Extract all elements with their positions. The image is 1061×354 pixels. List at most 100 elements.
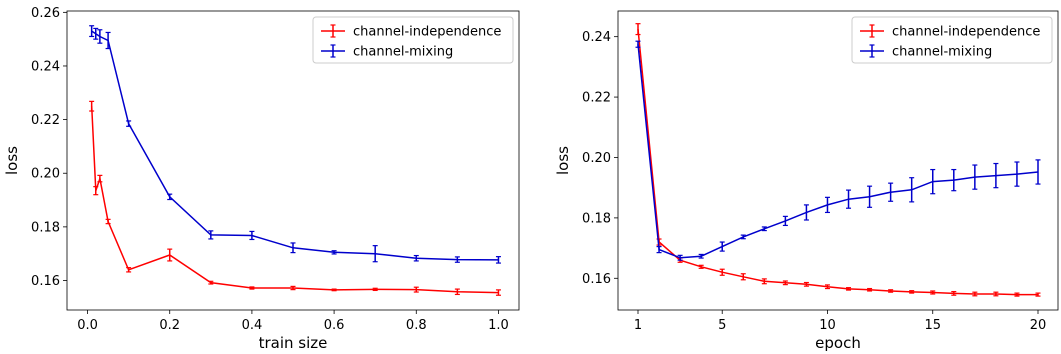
x-tick-label: 15 [924, 318, 941, 333]
error-bar [372, 245, 378, 263]
x-axis-label: train size [259, 334, 328, 352]
x-tick-label: 20 [1030, 318, 1047, 333]
y-tick-label: 0.26 [31, 6, 60, 21]
error-bar [993, 291, 999, 297]
error-bar [677, 254, 683, 261]
series-line-channel-independence [90, 106, 499, 294]
error-bar [719, 268, 725, 276]
error-bar [867, 287, 873, 292]
x-tick-label: 0.4 [242, 318, 263, 333]
x-tick-label: 0.6 [324, 318, 345, 333]
error-bar [888, 289, 894, 293]
legend-label: channel-independence [353, 25, 501, 40]
error-bar [1014, 292, 1020, 297]
error-bar [290, 285, 296, 291]
error-bar [761, 226, 767, 232]
error-bar [454, 256, 460, 263]
error-bar [89, 25, 95, 38]
x-tick-label: 0.8 [406, 318, 427, 333]
legend: channel-independence channel-mixing [312, 16, 514, 64]
y-tick-label: 0.16 [31, 274, 60, 289]
error-bar [888, 182, 894, 202]
x-tick-label: 0.2 [159, 318, 180, 333]
x-tick-label: 0.0 [77, 318, 98, 333]
y-tick-label: 0.18 [31, 220, 60, 235]
series-line-channel-mixing [637, 44, 1039, 259]
error-bar [167, 193, 173, 201]
error-bar [635, 23, 641, 36]
error-bar [454, 288, 460, 296]
x-tick-label: 10 [819, 318, 836, 333]
y-tick-label: 0.18 [582, 211, 611, 226]
error-bar [495, 256, 501, 264]
error-bar [126, 120, 132, 127]
chart-panel-train-size: 0.16 0.18 0.20 0.22 0.24 0.26 0.0 0.2 0.4 0.6 0.8 1… [3, 6, 520, 352]
error-bar [372, 287, 378, 292]
error-bar [249, 230, 255, 241]
legend-label: channel-mixing [892, 45, 992, 60]
error-bar [105, 31, 111, 50]
y-tick-label: 0.20 [31, 167, 60, 182]
error-bar [782, 280, 788, 286]
error-bar [331, 250, 337, 255]
error-bar [331, 288, 337, 292]
error-bar [290, 242, 296, 254]
error-bar [972, 164, 978, 190]
x-tick-label: 1 [634, 318, 642, 333]
error-bar [126, 267, 132, 273]
error-bar [930, 290, 936, 295]
error-bar [89, 100, 95, 112]
error-bar [495, 289, 501, 296]
error-bar [740, 273, 746, 281]
error-bar [208, 280, 214, 285]
error-bar [93, 186, 99, 196]
y-axis-label: loss [3, 146, 21, 175]
legend: channel-independence channel-mixing [851, 16, 1053, 64]
error-bar [803, 281, 809, 287]
legend-item: channel-independence [860, 24, 1040, 40]
error-bar [1035, 159, 1041, 185]
error-bar [249, 286, 255, 290]
legend-box [312, 16, 514, 64]
plot-frame [617, 10, 1059, 311]
chart-panel-epoch: 0.160.180.200.220.241 5 10 15 20epochlosscha… [554, 10, 1059, 352]
error-bar [167, 248, 173, 262]
error-bar [698, 253, 704, 259]
error-bar [909, 177, 915, 203]
error-bar [951, 290, 957, 296]
x-tick-label: 1.0 [488, 318, 509, 333]
error-bar [93, 27, 99, 40]
error-bar [97, 174, 103, 183]
legend-label: channel-mixing [353, 45, 453, 60]
error-bar [1035, 292, 1041, 297]
error-bar [846, 189, 852, 209]
y-tick-label: 0.22 [31, 113, 60, 128]
x-tick-label: 5 [718, 318, 726, 333]
error-bar [698, 264, 704, 269]
error-bar [413, 254, 419, 262]
error-bar [930, 168, 936, 195]
series-line-channel-mixing [91, 30, 499, 261]
error-bar [972, 291, 978, 297]
error-bar [656, 245, 662, 254]
y-axis-label: loss [554, 146, 572, 175]
plot-frame [66, 10, 520, 311]
error-bar [993, 162, 999, 189]
error-bar [761, 278, 767, 285]
error-bar [208, 230, 214, 240]
error-bar [846, 287, 852, 291]
error-bar [1014, 161, 1020, 187]
legend-box [851, 16, 1053, 64]
error-bar [867, 185, 873, 208]
error-bar [909, 290, 915, 294]
y-tick-label: 0.20 [582, 151, 611, 166]
error-bar [413, 286, 419, 293]
y-tick-label: 0.22 [582, 91, 611, 106]
error-bar [719, 241, 725, 252]
y-tick-label: 0.24 [31, 59, 60, 74]
legend-item: channel-mixing [321, 44, 453, 60]
x-axis-label: epoch [815, 334, 861, 352]
error-bar [824, 284, 830, 290]
error-bar [782, 215, 788, 227]
y-tick-label: 0.24 [582, 30, 611, 45]
